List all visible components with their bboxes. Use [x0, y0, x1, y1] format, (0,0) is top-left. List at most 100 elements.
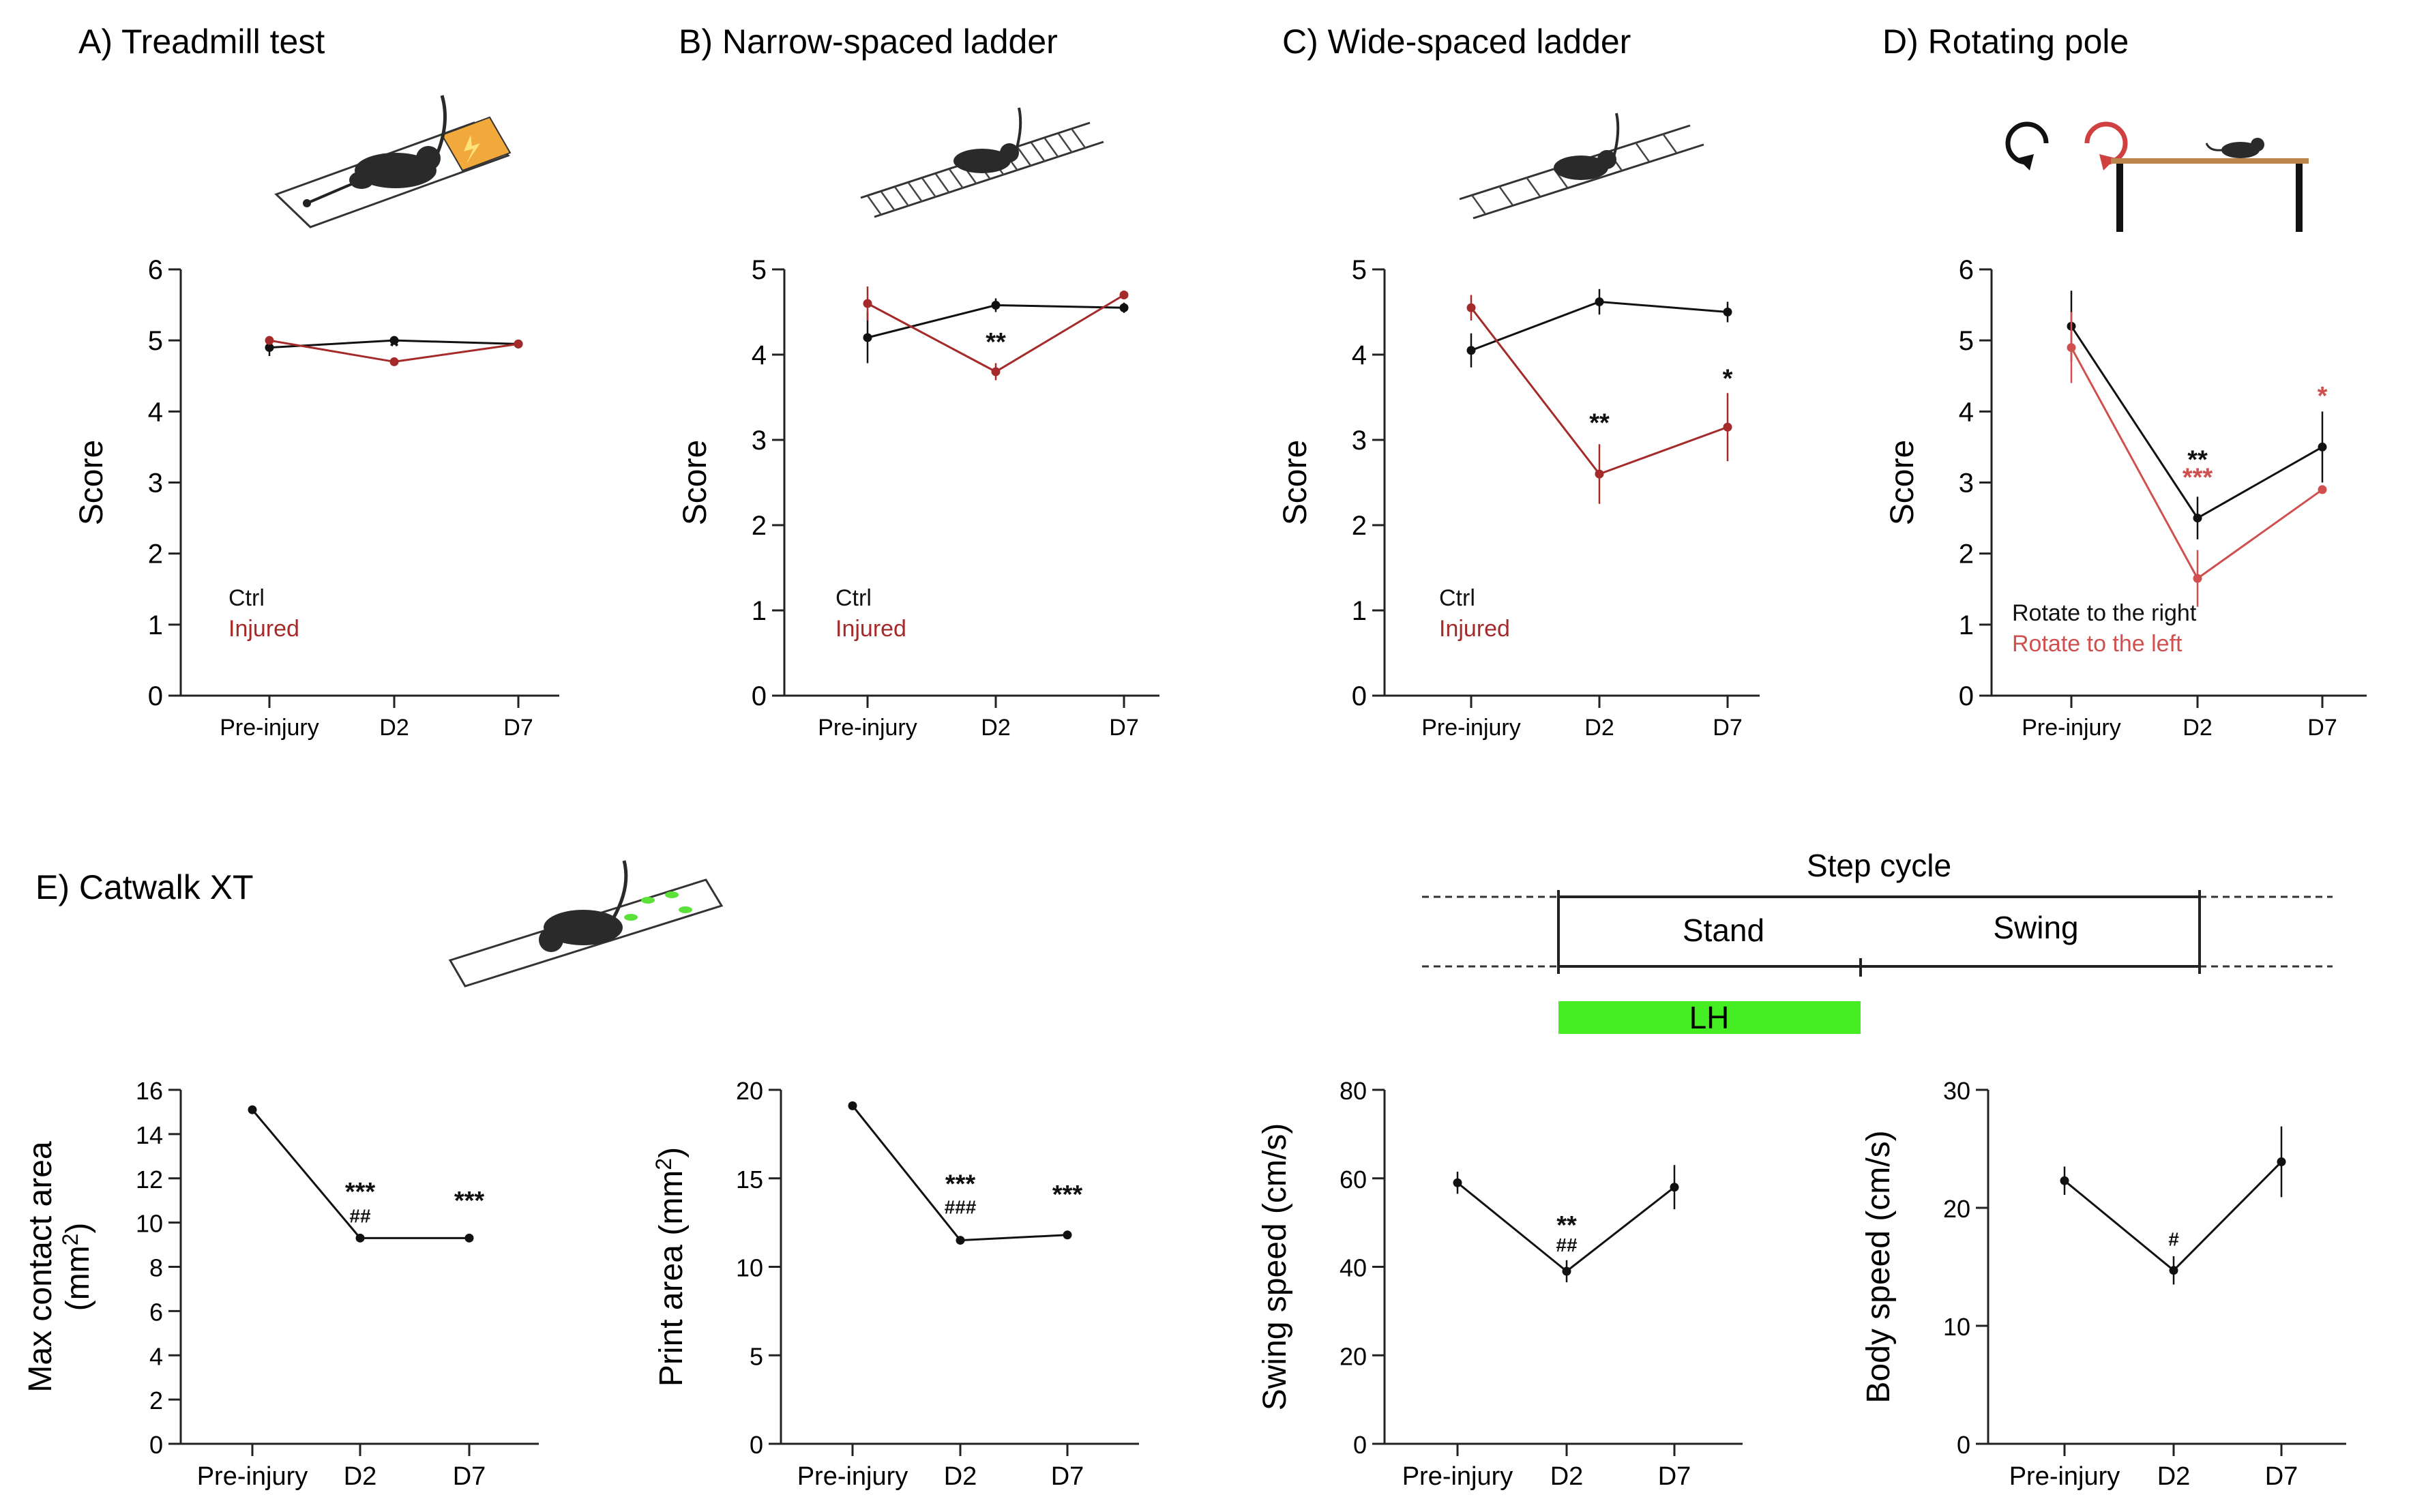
y-tick-label-e2: 15: [736, 1166, 763, 1194]
x-tick-label-e1: D2: [344, 1462, 377, 1491]
y-tick-label-a: 2: [148, 539, 163, 569]
x-tick-label-e1: Pre-injury: [197, 1462, 308, 1491]
y-tick-label-e4: 10: [1943, 1313, 1970, 1341]
y-tick-label-e1: 0: [149, 1431, 163, 1459]
data-point-d-0: [2318, 442, 2327, 451]
y-tick-label-e2: 10: [736, 1254, 763, 1282]
y-tick-label-d: 6: [1959, 255, 1974, 285]
significance-mark-e1: ***: [345, 1178, 376, 1206]
swing-label: Swing: [1993, 910, 2078, 945]
y-tick-label-c: 2: [1352, 511, 1367, 541]
x-tick-label-e3: D7: [1658, 1462, 1691, 1491]
significance-mark-e3: **: [1556, 1211, 1577, 1240]
y-tick-label-d: 1: [1959, 610, 1974, 640]
y-tick-label-b: 5: [752, 255, 767, 285]
y-tick-label-e3: 0: [1353, 1431, 1367, 1459]
y-tick-label-b: 3: [752, 426, 767, 456]
y-tick-label-a: 4: [148, 397, 163, 427]
significance-mark-e2: ***: [1052, 1181, 1083, 1209]
data-point-e4-0: [2169, 1266, 2178, 1275]
y-tick-label-d: 5: [1959, 326, 1974, 356]
x-tick-label-e2: D2: [944, 1462, 977, 1491]
data-point-c-1: [1723, 422, 1732, 432]
step-cycle-title: Step cycle: [1807, 848, 1951, 883]
y-tick-label-c: 3: [1352, 426, 1367, 456]
data-point-e1-0: [248, 1105, 257, 1114]
y-axis-label-c: Score: [1277, 440, 1314, 525]
significance-mark-e4: #: [2168, 1228, 2179, 1249]
legend-entry-d-0: Rotate to the right: [2012, 600, 2197, 626]
data-point-a-1: [265, 336, 274, 345]
data-point-c-0: [1466, 346, 1476, 355]
x-tick-label-e2: Pre-injury: [797, 1462, 908, 1491]
y-tick-label-e1: 14: [136, 1121, 163, 1149]
data-point-b-1: [991, 367, 1001, 376]
x-tick-label-a: D7: [503, 715, 533, 741]
y-tick-label-e3: 60: [1340, 1166, 1367, 1194]
catwalk-icon: [448, 860, 724, 988]
x-tick-label-b: Pre-injury: [818, 715, 917, 741]
data-point-a-1: [514, 339, 523, 349]
significance-mark-d: *: [2318, 382, 2328, 411]
wide-ladder-icon: [1459, 113, 1704, 220]
x-tick-label-d: D7: [2307, 715, 2337, 741]
step-cycle-diagram: Step cycle Stand Swing LH: [1422, 848, 2333, 1035]
data-point-a-0: [265, 343, 274, 353]
x-tick-label-c: Pre-injury: [1421, 715, 1520, 741]
data-point-d-0: [2193, 514, 2202, 523]
data-point-e1-0: [464, 1233, 474, 1243]
data-point-e4-0: [2277, 1157, 2286, 1167]
y-axis-label-a: Score: [74, 440, 110, 525]
lh-bar: [1558, 1001, 1861, 1034]
narrow-ladder-icon: [860, 107, 1104, 218]
data-point-b-0: [863, 333, 872, 342]
panel-title-e: E) Catwalk XT: [35, 868, 254, 906]
y-tick-label-c: 1: [1352, 596, 1367, 626]
x-tick-label-e3: D2: [1550, 1462, 1584, 1491]
data-point-b-1: [1119, 291, 1129, 299]
legend-entry-a-1: Injured: [228, 616, 299, 642]
legend-entry-c-1: Injured: [1439, 616, 1510, 642]
data-point-b-1: [863, 299, 872, 308]
x-tick-label-a: D2: [379, 715, 409, 741]
data-point-b-0: [1119, 303, 1129, 312]
data-point-c-0: [1595, 297, 1604, 306]
data-point-e2-0: [956, 1236, 965, 1245]
series-line-e4-0: [2064, 1161, 2283, 1272]
y-tick-label-e1: 2: [149, 1387, 163, 1414]
x-tick-label-b: D2: [981, 715, 1010, 741]
significance-mark-e1: ***: [454, 1187, 485, 1215]
y-tick-label-d: 0: [1959, 681, 1974, 711]
x-tick-label-e4: D7: [2265, 1462, 2298, 1491]
x-tick-label-b: D7: [1109, 715, 1138, 741]
y-tick-label-b: 1: [752, 596, 767, 626]
y-tick-label-a: 3: [148, 469, 163, 499]
x-tick-label-d: D2: [2183, 715, 2212, 741]
y-tick-label-b: 2: [752, 511, 767, 541]
y-tick-label-e1: 10: [136, 1210, 163, 1238]
y-tick-label-d: 4: [1959, 397, 1974, 427]
legend-entry-a-0: Ctrl: [228, 585, 265, 611]
x-tick-label-c: D7: [1713, 715, 1742, 741]
data-point-a-0: [389, 336, 399, 345]
y-axis-label-e2: Print area (mm2): [651, 1147, 690, 1387]
data-point-e4-0: [2060, 1176, 2069, 1185]
legend-entry-b-0: Ctrl: [835, 585, 872, 611]
y-tick-label-d: 3: [1959, 469, 1974, 499]
y-tick-label-e1: 6: [149, 1298, 163, 1326]
y-tick-label-b: 4: [752, 340, 767, 370]
x-tick-label-e4: Pre-injury: [2009, 1462, 2120, 1491]
data-point-d-1: [2067, 343, 2076, 353]
data-point-c-0: [1723, 308, 1732, 316]
rotating-pole-icon: [2005, 121, 2309, 232]
significance-mark-b: **: [986, 328, 1006, 357]
y-axis-label-e3: Swing speed (cm/s): [1257, 1123, 1293, 1410]
x-tick-label-e3: Pre-injury: [1402, 1462, 1513, 1491]
y-tick-label-e4: 30: [1943, 1077, 1970, 1105]
y-tick-label-e2: 0: [750, 1431, 763, 1459]
data-point-c-1: [1595, 469, 1604, 479]
y-tick-label-e4: 20: [1943, 1195, 1970, 1223]
panel-title-d: D) Rotating pole: [1882, 23, 2129, 61]
significance-mark-e3: ##: [1556, 1234, 1578, 1256]
